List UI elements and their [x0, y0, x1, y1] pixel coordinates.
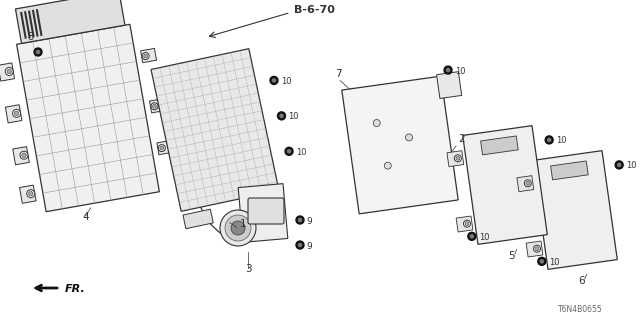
Polygon shape	[238, 184, 288, 242]
Polygon shape	[183, 209, 213, 229]
Circle shape	[463, 220, 470, 227]
Circle shape	[15, 111, 19, 116]
Text: 1: 1	[239, 220, 246, 229]
Circle shape	[524, 180, 531, 187]
Circle shape	[526, 181, 530, 185]
Polygon shape	[252, 195, 282, 214]
Polygon shape	[456, 216, 473, 232]
Text: 10: 10	[556, 136, 566, 145]
Polygon shape	[15, 0, 125, 44]
Circle shape	[29, 191, 33, 196]
Polygon shape	[151, 49, 279, 211]
Circle shape	[7, 69, 12, 74]
Text: 6: 6	[579, 276, 585, 286]
Circle shape	[13, 109, 20, 117]
Circle shape	[535, 247, 539, 251]
Circle shape	[144, 54, 148, 58]
Polygon shape	[20, 185, 36, 203]
Circle shape	[231, 221, 245, 235]
Text: 10: 10	[479, 233, 490, 242]
Text: 8: 8	[27, 32, 33, 42]
Circle shape	[406, 134, 413, 141]
Circle shape	[298, 219, 301, 222]
Circle shape	[545, 136, 553, 144]
Polygon shape	[436, 72, 461, 99]
Circle shape	[27, 190, 35, 198]
Text: 4: 4	[83, 212, 89, 222]
Circle shape	[225, 215, 251, 241]
Polygon shape	[463, 126, 547, 244]
Circle shape	[296, 241, 304, 249]
Text: FR.: FR.	[65, 284, 86, 294]
Circle shape	[465, 222, 469, 226]
Circle shape	[447, 68, 450, 72]
Text: 7: 7	[335, 69, 342, 79]
Circle shape	[296, 216, 304, 224]
Polygon shape	[150, 99, 165, 113]
Polygon shape	[447, 151, 464, 167]
Polygon shape	[0, 63, 15, 81]
Text: 9: 9	[306, 242, 312, 251]
Polygon shape	[17, 24, 159, 212]
Text: 5: 5	[508, 251, 515, 261]
FancyBboxPatch shape	[248, 198, 284, 224]
Text: T6N4B0655: T6N4B0655	[557, 305, 602, 314]
Text: 10: 10	[296, 148, 307, 157]
Polygon shape	[342, 76, 458, 214]
Text: 9: 9	[306, 217, 312, 226]
Circle shape	[151, 103, 158, 110]
Circle shape	[34, 48, 42, 56]
Circle shape	[454, 155, 461, 162]
Polygon shape	[157, 140, 173, 155]
Circle shape	[220, 210, 256, 246]
Circle shape	[468, 232, 476, 240]
Circle shape	[298, 244, 301, 247]
Circle shape	[373, 120, 380, 126]
Text: 10: 10	[455, 67, 465, 76]
Circle shape	[22, 153, 26, 157]
Circle shape	[160, 146, 164, 150]
Circle shape	[618, 163, 621, 166]
Circle shape	[20, 151, 28, 159]
Circle shape	[548, 138, 551, 141]
Circle shape	[5, 68, 13, 76]
Circle shape	[444, 66, 452, 74]
Circle shape	[142, 52, 149, 60]
Circle shape	[285, 147, 293, 155]
Circle shape	[456, 156, 460, 160]
Circle shape	[158, 145, 165, 152]
Circle shape	[470, 235, 474, 238]
Circle shape	[280, 114, 283, 117]
Text: 10: 10	[281, 77, 291, 86]
Circle shape	[36, 51, 40, 54]
Polygon shape	[517, 176, 534, 192]
Polygon shape	[13, 147, 29, 165]
Circle shape	[615, 161, 623, 169]
Circle shape	[152, 104, 156, 108]
Text: 3: 3	[244, 264, 252, 274]
Circle shape	[270, 76, 278, 84]
Polygon shape	[550, 161, 588, 180]
Polygon shape	[526, 241, 543, 257]
Circle shape	[538, 257, 546, 265]
Circle shape	[384, 162, 391, 169]
Text: 10: 10	[549, 258, 559, 267]
Polygon shape	[532, 151, 618, 269]
Circle shape	[540, 260, 543, 263]
Circle shape	[278, 112, 285, 120]
Polygon shape	[5, 105, 22, 123]
Text: 2: 2	[458, 134, 465, 144]
Circle shape	[534, 245, 541, 252]
Circle shape	[273, 79, 276, 82]
Polygon shape	[141, 48, 157, 63]
Polygon shape	[481, 136, 518, 155]
Text: B-6-70: B-6-70	[294, 5, 335, 15]
Circle shape	[287, 150, 291, 153]
Text: 10: 10	[626, 161, 637, 171]
Text: 10: 10	[289, 112, 299, 121]
